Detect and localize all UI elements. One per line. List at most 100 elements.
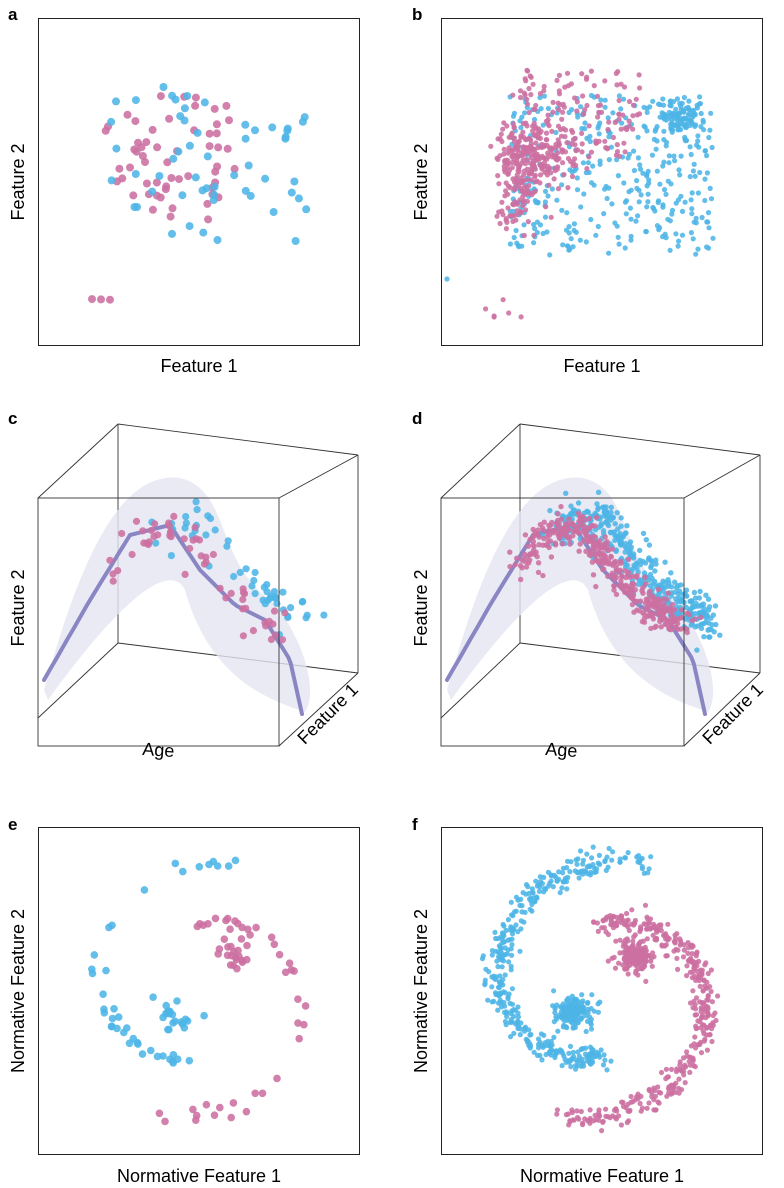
panel-d-point-blue [643, 537, 649, 543]
panel-b-point-pink [517, 88, 524, 94]
panel-d-point-blue [656, 591, 662, 597]
panel-b-point-pink [538, 128, 544, 134]
panel-f-point-blue [567, 1058, 574, 1064]
panel-f-point-pink [611, 954, 617, 961]
panel-f-point-pink [658, 927, 664, 934]
panel-d-point-blue [612, 521, 618, 527]
panel-f-point-blue [609, 857, 615, 863]
panel-d-point-pink [523, 564, 530, 570]
panel-a-point-pink [212, 120, 221, 129]
panel-d-point-blue [641, 570, 648, 576]
panel-b: b Feature 1 Feature 2 [411, 5, 763, 376]
panel-b-point-blue [679, 232, 686, 238]
panel-f-point-blue [519, 909, 525, 915]
panel-c-point-blue [204, 512, 212, 520]
panel-b-point-pink [528, 92, 534, 98]
panel-b-point-pink [520, 148, 526, 154]
panel-f-point-blue [517, 948, 523, 954]
panel-b-point-pink [545, 112, 551, 118]
panel-c-ylabel: Feature 2 [8, 569, 28, 646]
panel-f-point-blue [570, 1024, 577, 1030]
panel-b-point-blue [566, 109, 572, 116]
panel-f-point-pink [653, 936, 659, 942]
panel-b-point-blue [679, 208, 686, 214]
panel-f-point-blue [588, 1006, 594, 1012]
panel-b-point-blue [545, 105, 552, 112]
panel-b-point-pink [544, 137, 550, 143]
panel-f-point-blue [570, 1054, 577, 1060]
panel-d-point-blue [568, 503, 574, 509]
panel-a-point-blue [133, 203, 141, 211]
panel-f-point-blue [517, 1032, 523, 1038]
panel-f-point-blue [552, 1054, 558, 1061]
panel-f-point-blue [579, 992, 585, 998]
panel-f-point-blue [592, 1053, 598, 1059]
panel-c-point-blue [223, 542, 231, 550]
panel-d-point-blue [696, 595, 703, 601]
panel-f-point-pink [636, 941, 642, 947]
panel-f-point-pink [652, 925, 658, 931]
panel-f-point-pink [703, 1003, 710, 1010]
panel-f-point-pink [701, 1022, 707, 1028]
panel-f-point-pink [634, 1094, 640, 1100]
panel-d-point-pink [555, 523, 561, 529]
panel-b-point-pink [528, 141, 534, 147]
panel-d-point-blue [547, 507, 553, 514]
panel-f-point-pink [675, 966, 681, 973]
panel-b-point-blue [698, 110, 704, 117]
panel-f-point-blue [564, 858, 571, 864]
panel-c-point-pink [132, 517, 141, 525]
panel-b-point-pink [500, 297, 506, 303]
panel-a-point-pink [175, 175, 183, 184]
panel-a-point-pink [168, 204, 177, 213]
panel-b-point-blue [606, 157, 612, 163]
panel-b-point-blue [672, 158, 678, 164]
panel-f-point-blue [556, 869, 562, 875]
panel-f-point-blue [562, 1013, 568, 1020]
panel-f-point-blue [535, 1036, 542, 1042]
panel-b-point-blue [601, 211, 607, 217]
panel-b-point-blue [666, 153, 672, 159]
panel-f-point-blue [479, 956, 486, 962]
panel-c-point-pink [192, 535, 200, 543]
panel-b-point-blue [650, 98, 656, 104]
panel-d-point-pink [541, 519, 547, 525]
panel-b-point-blue [660, 234, 666, 240]
panel-f-point-pink [672, 932, 678, 938]
panel-c-point-pink [222, 594, 230, 602]
panel-f-point-blue [567, 1010, 573, 1016]
panel-d-point-pink [536, 534, 542, 540]
panel-e-point-pink [223, 914, 232, 923]
panel-f-point-pink [632, 920, 638, 926]
panel-e-point-pink [214, 950, 222, 958]
panel-f-point-blue [600, 1062, 607, 1068]
panel-b-point-blue [705, 219, 711, 225]
panel-d-point-blue [653, 557, 659, 563]
panel-b-point-pink [544, 168, 551, 174]
panel-b-point-blue [674, 96, 681, 102]
panel-d-point-pink [555, 511, 561, 517]
panel-f-point-pink [607, 913, 613, 919]
panel-b-point-blue [697, 169, 703, 176]
panel-d-point-blue [570, 507, 576, 513]
panel-a-point-pink [204, 215, 213, 224]
panel-b-point-pink [511, 187, 518, 193]
panel-e-point-pink [281, 968, 290, 977]
panel-f-point-blue [499, 936, 505, 942]
panel-a-point-blue [283, 126, 292, 135]
panel-f-point-blue [509, 936, 515, 942]
panel-d-point-blue [595, 489, 602, 495]
panel-c-point-pink [167, 533, 175, 541]
panel-b-point-pink [551, 176, 557, 182]
panel-f-point-blue [503, 927, 509, 934]
panel-b-point-pink [561, 172, 567, 178]
panel-f-point-pink [620, 1099, 626, 1105]
panel-b-point-pink [507, 213, 513, 219]
panel-c-point-blue [236, 568, 244, 577]
panel-f-point-pink [673, 1080, 679, 1086]
panel-f-point-blue [510, 1007, 517, 1013]
panel-b-point-pink [523, 207, 529, 213]
panel-f-point-blue [646, 866, 652, 872]
panel-e-point-blue [169, 1059, 177, 1067]
